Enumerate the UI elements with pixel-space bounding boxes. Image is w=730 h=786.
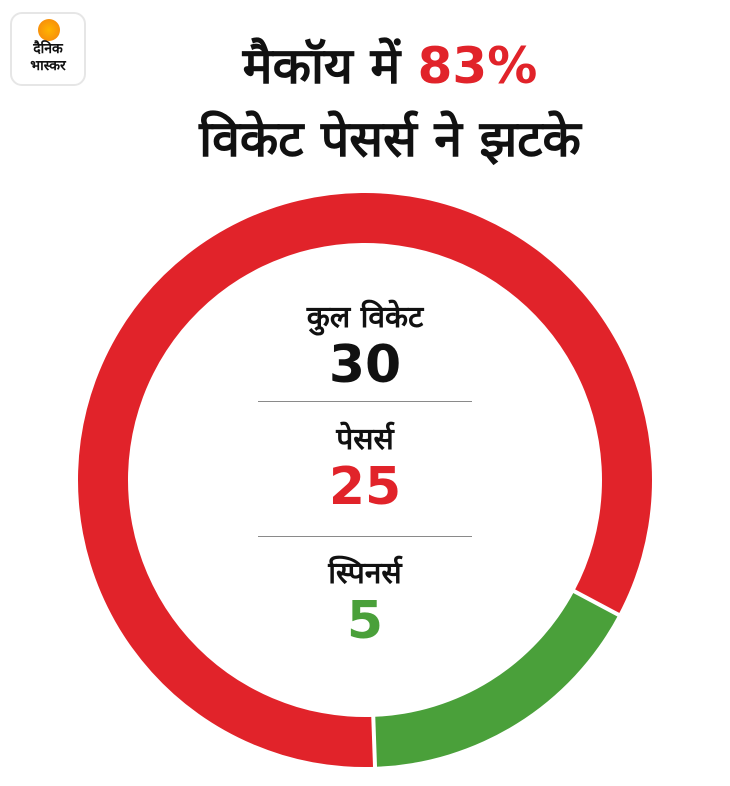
headline-prefix: मैकॉय में	[242, 37, 418, 95]
divider-bottom	[258, 536, 472, 537]
brand-logo: दैनिक भास्कर	[10, 12, 86, 86]
headline-line2: विकेट पेसर्स ने झटके	[199, 110, 581, 168]
sun-logo-icon	[38, 19, 60, 41]
brand-name-line1: दैनिक	[33, 41, 63, 57]
headline-percentage: 83%	[417, 37, 538, 95]
spinners-block: स्पिनर्स 5	[258, 556, 472, 650]
pacers-block: पेसर्स 25	[258, 422, 472, 516]
pacers-value: 25	[328, 457, 402, 517]
donut-slices	[78, 193, 653, 769]
headline-line1: मैकॉय में 83%	[90, 30, 690, 98]
slice-separator-1	[571, 588, 622, 618]
brand-name-line2: भास्कर	[30, 58, 66, 74]
slice-separator-0	[371, 714, 378, 769]
total-wickets-label: कुल विकेट	[306, 300, 424, 335]
spinners-label: स्पिनर्स	[328, 556, 402, 591]
total-wickets-value: 30	[328, 335, 402, 395]
divider-top	[258, 401, 472, 402]
spinners-value: 5	[346, 591, 384, 651]
total-wickets-block: कुल विकेट 30	[258, 300, 472, 394]
donut-slice-spinners	[373, 591, 619, 767]
pacers-label: पेसर्स	[336, 422, 394, 457]
